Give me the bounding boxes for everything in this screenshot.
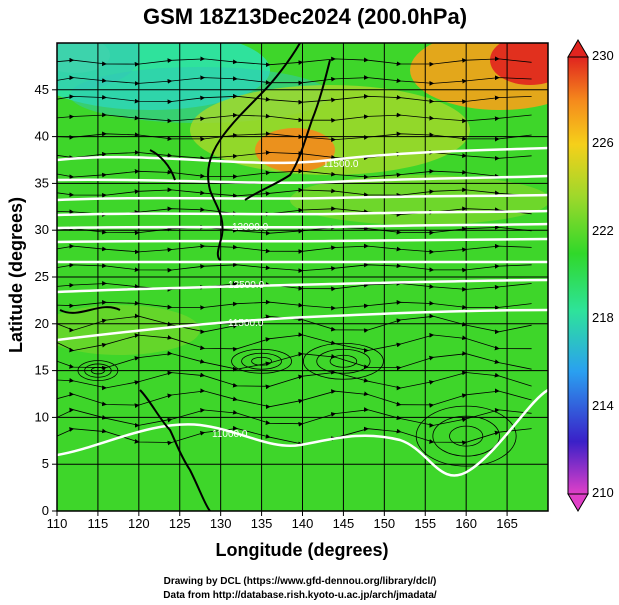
colorbar: 230 226 222 218 214 210 bbox=[567, 39, 614, 512]
streamline bbox=[57, 262, 532, 273]
colorbar-tick: 226 bbox=[592, 135, 614, 150]
contour-line bbox=[57, 237, 548, 244]
streamline bbox=[57, 112, 532, 124]
x-tick-label: 165 bbox=[496, 516, 518, 531]
contour-label: 12000.0 bbox=[232, 222, 269, 233]
colorbar-bottom-arrow bbox=[567, 493, 589, 512]
streamline bbox=[57, 224, 532, 236]
colorbar-tick: 222 bbox=[592, 223, 614, 238]
contour-line bbox=[57, 174, 548, 185]
coastline-south bbox=[59, 306, 121, 314]
coastline-islands bbox=[139, 389, 211, 511]
credit-drawing: Drawing by DCL (https://www.gfd-dennou.o… bbox=[164, 576, 437, 587]
streamline-eddy bbox=[329, 354, 358, 368]
x-tick-label: 155 bbox=[414, 516, 436, 531]
chart-title: GSM 18Z13Dec2024 (200.0hPa) bbox=[143, 4, 467, 29]
x-axis-ticks: 110 115 120 125 130 135 140 145 150 155 160 165 bbox=[47, 511, 518, 531]
x-axis-label: Longitude (degrees) bbox=[215, 540, 388, 560]
contour-line bbox=[57, 278, 548, 294]
colorbar-tick: 210 bbox=[592, 485, 614, 500]
colorbar-tick: 218 bbox=[592, 310, 614, 325]
coastline bbox=[59, 43, 331, 511]
streamline-eddy bbox=[432, 415, 500, 457]
contour-line bbox=[57, 209, 548, 217]
contour-label: 11000.0 bbox=[212, 429, 248, 440]
contour-line bbox=[57, 308, 548, 342]
coastline-japan bbox=[244, 59, 331, 201]
streamline bbox=[57, 243, 532, 255]
streamline-eddy bbox=[316, 348, 371, 374]
y-tick-label: 15 bbox=[35, 363, 49, 378]
y-tick-label: 35 bbox=[35, 175, 49, 190]
contour-label: 11500.0 bbox=[228, 318, 264, 329]
x-tick-label: 120 bbox=[128, 516, 150, 531]
x-tick-label: 125 bbox=[169, 516, 191, 531]
y-tick-label: 20 bbox=[35, 316, 49, 331]
streamline bbox=[57, 187, 532, 199]
height-contours bbox=[57, 146, 548, 477]
credit-data: Data from http://database.rish.kyoto-u.a… bbox=[163, 590, 437, 601]
x-tick-label: 130 bbox=[210, 516, 232, 531]
streamline bbox=[57, 332, 532, 353]
map-field: 11500.0 12000.0 12500.0 11500.0 11000.0 bbox=[57, 43, 548, 511]
streamline bbox=[57, 280, 532, 292]
y-tick-label: 0 bbox=[42, 503, 49, 518]
y-axis-ticks: 0 5 10 15 20 25 30 35 40 45 bbox=[35, 82, 57, 518]
y-tick-label: 10 bbox=[35, 409, 49, 424]
streamline bbox=[57, 131, 532, 142]
streamline bbox=[57, 350, 532, 372]
x-tick-label: 110 bbox=[47, 516, 68, 531]
streamline bbox=[57, 149, 532, 161]
x-tick-label: 150 bbox=[373, 516, 395, 531]
streamline bbox=[57, 407, 532, 428]
contour-line bbox=[57, 193, 548, 202]
contour-line bbox=[57, 146, 548, 165]
colorbar-tick: 214 bbox=[592, 398, 614, 413]
streamline-eddy bbox=[303, 342, 384, 380]
streamline-eddy bbox=[241, 352, 282, 370]
streamline-eddy bbox=[77, 360, 119, 382]
coastline-korea bbox=[149, 149, 176, 181]
y-tick-label: 5 bbox=[42, 456, 49, 471]
coastline-asia bbox=[207, 43, 301, 261]
streamline-eddy bbox=[251, 356, 272, 366]
streamline-eddy bbox=[84, 363, 112, 378]
x-tick-label: 145 bbox=[333, 516, 355, 531]
y-axis-label: Latitude (degrees) bbox=[6, 197, 26, 353]
x-tick-label: 115 bbox=[88, 516, 109, 531]
streamline-eddy bbox=[449, 425, 484, 447]
streamline bbox=[57, 299, 532, 311]
y-tick-label: 45 bbox=[35, 82, 49, 97]
x-tick-label: 160 bbox=[455, 516, 477, 531]
colorbar-tick: 230 bbox=[592, 48, 614, 63]
streamline bbox=[57, 388, 532, 410]
streamline-eddy bbox=[90, 366, 105, 375]
contour-label: 12500.0 bbox=[228, 280, 265, 291]
streamline bbox=[57, 369, 532, 391]
colorbar-bar bbox=[567, 56, 589, 495]
contour-label: 11500.0 bbox=[323, 159, 359, 170]
streamline-eddy bbox=[231, 348, 292, 374]
y-tick-label: 40 bbox=[35, 129, 49, 144]
streamline-eddy bbox=[415, 405, 517, 467]
hot-patch-ne bbox=[490, 43, 548, 85]
y-tick-label: 25 bbox=[35, 269, 49, 284]
streamline bbox=[57, 93, 532, 105]
x-tick-label: 140 bbox=[292, 516, 314, 531]
y-tick-label: 30 bbox=[35, 222, 49, 237]
streamline bbox=[57, 168, 532, 180]
contour-line bbox=[57, 222, 548, 230]
x-tick-label: 135 bbox=[251, 516, 273, 531]
colorbar-top-arrow bbox=[567, 39, 589, 58]
streamline bbox=[57, 75, 532, 86]
